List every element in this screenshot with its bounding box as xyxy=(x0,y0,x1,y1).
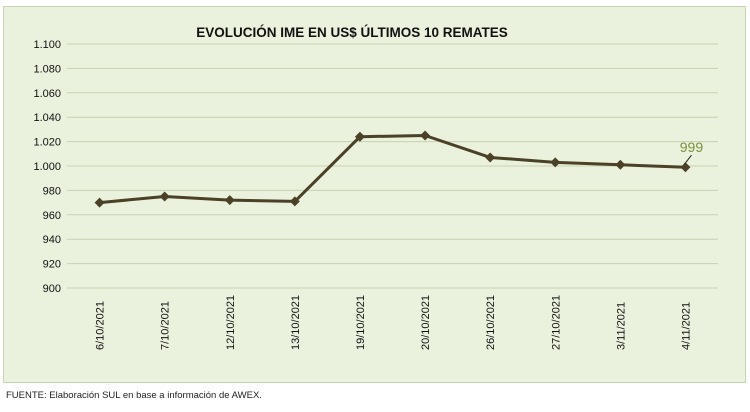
x-axis: 6/10/2021 7/10/2021 12/10/2021 13/10/2021 19… xyxy=(95,295,693,350)
data-point xyxy=(224,195,235,206)
y-tick-label: 1.080 xyxy=(33,63,61,75)
source-note: FUENTE: Elaboración SUL en base a inform… xyxy=(6,390,262,401)
series-line xyxy=(99,134,686,205)
data-point xyxy=(289,196,300,207)
data-label: 999 xyxy=(680,139,704,155)
series: 999 xyxy=(94,130,704,208)
data-point xyxy=(159,191,170,202)
y-tick-label: 1.020 xyxy=(33,137,61,149)
x-tick-label: 4/11/2021 xyxy=(680,302,692,350)
y-tick-label: 1.060 xyxy=(33,88,61,100)
y-tick-label: 900 xyxy=(43,283,61,295)
data-label-leader xyxy=(684,154,692,165)
chart-title: EVOLUCIÓN IME EN US$ ÚLTIMOS 10 REMATES xyxy=(196,25,508,40)
y-tick-label: 940 xyxy=(43,234,61,246)
y-axis: 900 920 940 960 980 1.000 1.020 1.040 1.060 1.080… xyxy=(33,39,61,295)
x-tick-label: 26/10/2021 xyxy=(485,295,497,350)
grid xyxy=(67,43,718,289)
data-point xyxy=(550,157,561,168)
y-tick-label: 1.040 xyxy=(33,112,61,124)
x-tick-label: 7/10/2021 xyxy=(160,301,172,350)
x-tick-label: 19/10/2021 xyxy=(355,295,367,350)
y-tick-label: 920 xyxy=(43,259,61,271)
data-point xyxy=(680,162,691,173)
data-point xyxy=(354,131,365,142)
y-tick-label: 960 xyxy=(43,210,61,222)
x-tick-label: 3/11/2021 xyxy=(615,302,627,350)
x-tick-label: 27/10/2021 xyxy=(550,295,562,350)
data-point xyxy=(615,159,626,170)
y-tick-label: 1.100 xyxy=(33,39,61,51)
line-chart: EVOLUCIÓN IME EN US$ ÚLTIMOS 10 REMATES … xyxy=(33,25,718,350)
data-point xyxy=(485,152,496,163)
x-tick-label: 12/10/2021 xyxy=(225,295,237,350)
y-tick-label: 980 xyxy=(43,185,61,197)
data-point xyxy=(420,130,431,141)
y-tick-label: 1.000 xyxy=(33,161,61,173)
x-tick-label: 20/10/2021 xyxy=(420,295,432,350)
data-point xyxy=(94,197,105,208)
x-tick-label: 13/10/2021 xyxy=(290,295,302,350)
x-tick-label: 6/10/2021 xyxy=(95,301,107,350)
